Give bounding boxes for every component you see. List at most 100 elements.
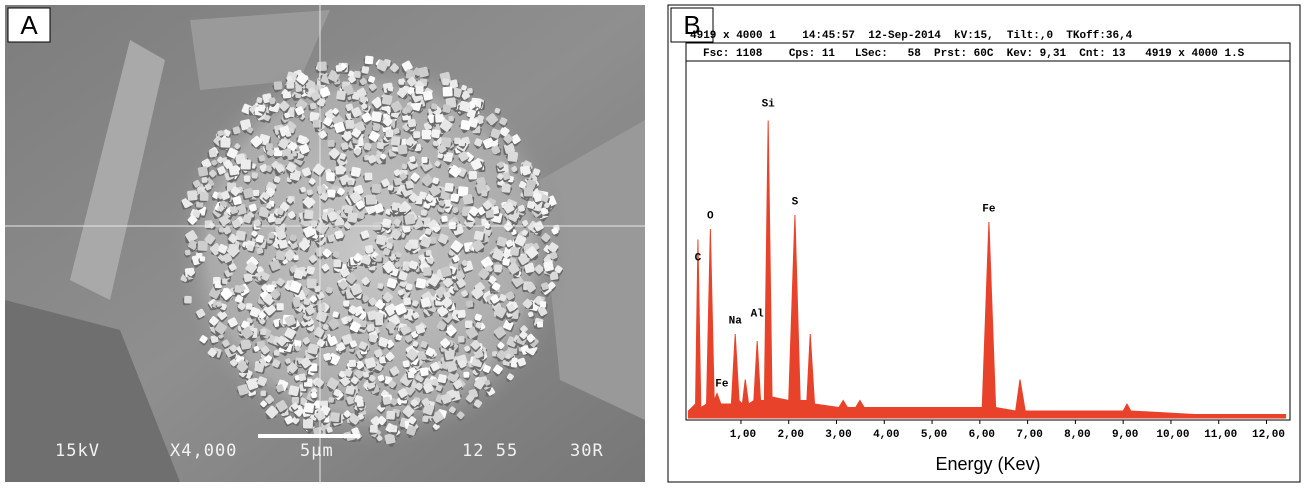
grain — [251, 172, 258, 179]
grain — [365, 194, 376, 205]
grain — [474, 313, 482, 322]
grain — [389, 425, 398, 433]
grain — [344, 204, 353, 214]
grain — [217, 243, 228, 254]
grain — [237, 384, 249, 396]
grain — [431, 410, 444, 424]
grain — [482, 364, 491, 373]
grain — [363, 371, 369, 378]
grain — [386, 278, 397, 289]
grain — [385, 129, 394, 138]
panel-label: B — [683, 10, 700, 40]
grain — [265, 405, 279, 419]
grain — [368, 83, 377, 91]
grain — [437, 374, 447, 384]
grain — [348, 75, 356, 84]
grain — [422, 415, 429, 423]
grain — [514, 234, 527, 247]
grain — [366, 323, 375, 332]
grain — [214, 322, 228, 335]
grain — [199, 335, 208, 344]
grain — [323, 352, 332, 361]
grain — [293, 269, 304, 280]
grain — [226, 147, 238, 159]
grain — [208, 149, 218, 158]
sem-image: 15kV X4,000 5µm 12 55 30R — [5, 5, 645, 482]
grain — [448, 164, 462, 178]
grain — [435, 114, 444, 123]
grain — [420, 209, 428, 216]
grain — [429, 236, 437, 244]
grain — [459, 100, 471, 112]
grain — [326, 286, 333, 294]
grain — [410, 399, 419, 407]
x-tick-label: 9,00 — [1112, 429, 1138, 441]
grain — [269, 259, 281, 271]
grain — [377, 415, 387, 426]
spectrum — [687, 120, 1287, 419]
grain — [368, 374, 376, 382]
grain — [447, 370, 460, 383]
grain — [498, 294, 507, 302]
grain — [187, 239, 198, 250]
grain — [302, 337, 311, 345]
grain — [332, 108, 339, 115]
grain — [284, 327, 296, 340]
grain — [345, 103, 354, 112]
grain — [265, 165, 273, 173]
grain — [351, 128, 362, 138]
grain — [532, 168, 541, 176]
grain — [349, 340, 358, 348]
grain — [278, 100, 290, 112]
grain — [432, 177, 439, 185]
grain — [505, 239, 514, 248]
grain — [503, 202, 515, 214]
x-tick-label: 2,00 — [778, 429, 804, 441]
grain — [384, 433, 396, 445]
grain — [451, 87, 462, 98]
grain — [347, 211, 358, 223]
grain — [412, 300, 419, 307]
grain — [417, 350, 427, 361]
grain — [388, 380, 397, 389]
grain — [524, 262, 535, 274]
grain — [456, 411, 465, 419]
grain — [525, 282, 536, 293]
grain — [425, 250, 432, 256]
grain — [415, 382, 424, 391]
grain — [399, 279, 408, 288]
grain — [273, 176, 281, 183]
grain — [321, 263, 330, 272]
grain — [355, 209, 366, 220]
grain — [393, 218, 401, 226]
grain — [282, 89, 292, 99]
grain — [507, 262, 520, 275]
grain — [208, 169, 217, 178]
grain — [361, 66, 370, 74]
sem-detector: 30R — [570, 441, 604, 461]
grain — [228, 233, 238, 244]
x-tick-label: 6,00 — [969, 429, 995, 441]
grain — [449, 79, 459, 89]
grain — [343, 410, 351, 418]
grain — [317, 185, 326, 195]
grain — [284, 112, 291, 119]
grain — [192, 210, 201, 218]
grain — [412, 311, 420, 319]
grain — [375, 317, 384, 326]
grain — [544, 202, 550, 209]
grain — [291, 396, 300, 404]
grain — [442, 86, 453, 97]
grain — [345, 385, 355, 395]
grain — [353, 254, 362, 262]
grain — [316, 338, 326, 348]
grain — [502, 251, 511, 259]
sem-rock — [540, 120, 645, 420]
grain — [217, 310, 228, 320]
grain — [431, 103, 438, 110]
grain — [314, 285, 321, 293]
grain — [211, 159, 218, 166]
grain — [364, 55, 374, 65]
grain — [288, 385, 300, 397]
